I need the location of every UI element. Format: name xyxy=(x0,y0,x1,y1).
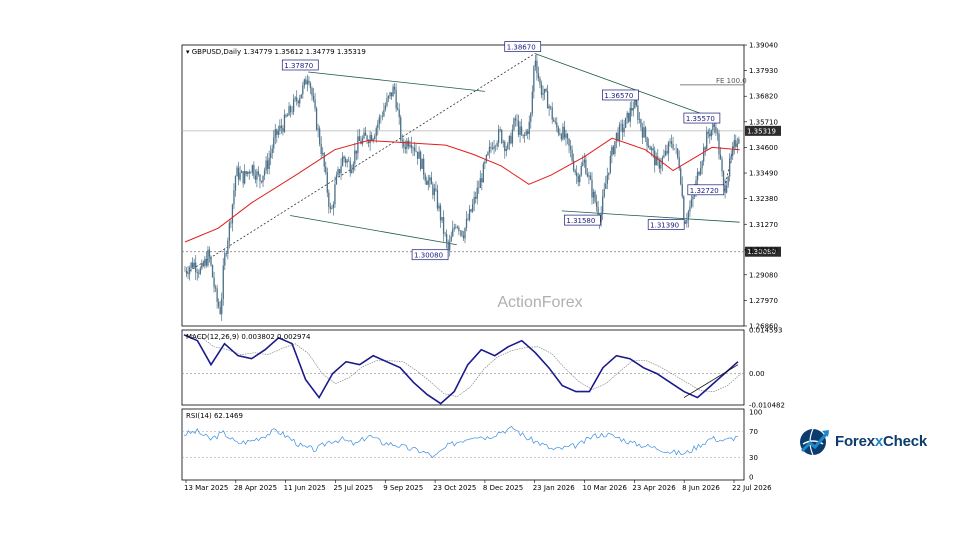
rising-trendline xyxy=(185,53,535,274)
brand-part-forex: Forex xyxy=(835,432,875,450)
price-tick-label: 1.37930 xyxy=(749,67,778,75)
rsi-panel xyxy=(181,408,745,481)
annotation-box xyxy=(602,89,639,101)
macd-title: MACD(12,26,9) 0.003802 0.002974 xyxy=(186,333,311,341)
annotation-label: 1.31580 xyxy=(566,217,595,225)
annotation-label: 1.30080 xyxy=(414,252,443,260)
current-price-badge xyxy=(745,125,781,136)
annotation-label: 1.37870 xyxy=(284,62,313,70)
macd-trendline xyxy=(683,364,739,398)
forexcheck-logo: ForexxCheck xyxy=(798,424,927,458)
annotation-box xyxy=(687,184,725,196)
brand-part-x: x xyxy=(874,432,884,450)
price-tick-label: 1.39040 xyxy=(749,42,778,50)
descending-trendline xyxy=(534,53,717,120)
price-tick-label: 1.27970 xyxy=(749,297,778,305)
time-axis: 13 Mar 2025 28 Apr 2025 11 Jun 2025 25 Jul … xyxy=(184,480,772,492)
price-tick-label: 1.35710 xyxy=(749,118,778,126)
macd-line xyxy=(183,334,739,405)
macd-panel xyxy=(181,329,745,406)
price-tick-label: 1.26860 xyxy=(749,323,778,331)
time-tick-label: 11 Jun 2025 xyxy=(284,484,326,492)
time-tick-label: 8 Dec 2025 xyxy=(483,484,523,492)
annotation-label: 1.31390 xyxy=(650,221,679,229)
time-tick-label: 28 Apr 2025 xyxy=(234,484,277,492)
support-level-badge xyxy=(745,246,781,257)
current-price-label: 1.35319 xyxy=(747,127,776,135)
time-tick-label: 23 Jan 2026 xyxy=(533,484,576,492)
annotation-label: 1.38670 xyxy=(507,44,536,52)
time-tick-label: 9 Sep 2025 xyxy=(383,484,423,492)
annotation-box xyxy=(504,41,542,52)
main-panel xyxy=(181,44,745,327)
price-tick-label: 1.32380 xyxy=(749,195,778,203)
time-tick-label: 13 Mar 2025 xyxy=(184,484,228,492)
annotation-box xyxy=(281,59,319,71)
annotation-box xyxy=(411,249,449,261)
macd-signal-line xyxy=(186,334,742,397)
time-tick-label: 10 Mar 2026 xyxy=(583,484,628,492)
channel-lower-line xyxy=(290,215,457,246)
price-tick-label: 1.36820 xyxy=(749,93,778,101)
rsi-tick-label: 100 xyxy=(749,409,762,417)
main-gridlines: 1.35319 1.30080 FE 100.0 xyxy=(182,77,781,257)
brand-part-check: Check xyxy=(883,432,928,450)
macd-series: 0.014593 0.00 -0.010482 xyxy=(182,327,785,410)
price-tick-label: 1.34600 xyxy=(749,144,778,152)
macd-tick-label: -0.010482 xyxy=(749,402,785,410)
annotation-label: 1.35570 xyxy=(686,115,715,123)
rsi-tick-label: 70 xyxy=(749,428,758,436)
time-tick-label: 25 Jul 2025 xyxy=(333,484,373,492)
base-trendline xyxy=(561,210,740,223)
macd-tick-label: 0.00 xyxy=(749,370,765,378)
time-tick-label: 22 Jul 2026 xyxy=(732,484,772,492)
annotation-box xyxy=(683,112,721,124)
annotation-label: 1.32720 xyxy=(690,187,719,195)
channel-upper-line xyxy=(308,71,485,92)
trendlines xyxy=(185,53,740,274)
watermark: ActionForex xyxy=(497,294,582,311)
time-tick-label: 8 Jun 2026 xyxy=(682,484,720,492)
annotation-box xyxy=(564,214,601,226)
annotation-box xyxy=(647,219,685,230)
price-tick-label: 1.29080 xyxy=(749,271,778,279)
price-tick-label: 1.33490 xyxy=(749,170,778,178)
main-header-text: GBPUSD,Daily 1.34779 1.35612 1.34779 1.3… xyxy=(192,48,366,56)
rsi-tick-label: 30 xyxy=(749,454,758,462)
moving-average-line xyxy=(184,137,740,243)
ma-path xyxy=(184,137,740,243)
rsi-tick-label: 0 xyxy=(749,474,753,482)
main-header: ▾ GBPUSD,Daily 1.34779 1.35612 1.34779 1… xyxy=(186,48,366,56)
price-tick-label: 1.30160 xyxy=(749,246,778,254)
annotation-label: 1.36570 xyxy=(604,92,633,100)
fe-level-label: FE 100.0 xyxy=(716,77,747,85)
rsi-series: 100 70 30 0 xyxy=(182,409,762,482)
price-annotations: 1.37870 1.38670 1.36570 1.35570 1.32720 1.315… xyxy=(281,41,725,261)
globe-chart-icon xyxy=(800,428,830,456)
price-axis: 1.39040 1.37930 1.36820 1.35710 1.34600 1.334… xyxy=(744,42,778,331)
time-tick-label: 23 Oct 2025 xyxy=(433,484,476,492)
macd-tick-label: 0.014593 xyxy=(749,327,782,335)
rsi-line xyxy=(183,426,739,459)
support-level-label: 1.30080 xyxy=(747,248,776,256)
time-tick-label: 23 Apr 2026 xyxy=(632,484,676,492)
price-tick-label: 1.31270 xyxy=(749,221,778,229)
rsi-title: RSI(14) 62.1469 xyxy=(186,412,243,420)
brand-name: ForexxCheck xyxy=(835,433,927,450)
candlestick-series xyxy=(184,54,740,321)
